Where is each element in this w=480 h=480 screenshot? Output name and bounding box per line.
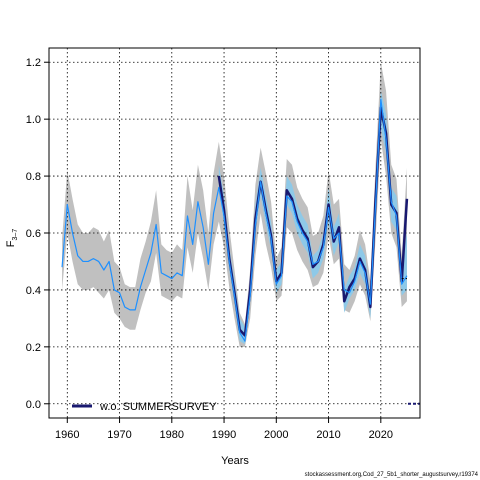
x-tick-label-1990: 1990	[212, 429, 236, 441]
base-series-line	[61, 98, 408, 342]
svg-text:F3–7: F3–7	[5, 229, 19, 248]
axes: 1960 1970 1980 1990 2000 2010 2020 0.0 0.2 0.4 0.6…	[26, 47, 421, 441]
footer-credit: stockassessment.org,Cod_27_5b1_shorter_a…	[305, 472, 479, 478]
y-tick-label-1.2: 1.2	[26, 57, 41, 69]
base-confidence-band	[62, 62, 407, 347]
x-tick-label-2020: 2020	[369, 429, 393, 441]
legend: w.o. SUMMERSURVEY	[72, 401, 217, 413]
y-axis-title-main: F	[5, 240, 17, 247]
y-axis-title: F3–7	[5, 229, 19, 248]
x-tick-label-1980: 1980	[160, 429, 184, 441]
y-tick-label-0: 0.0	[26, 399, 41, 411]
series-lines	[61, 98, 420, 405]
y-tick-label-0.2: 0.2	[26, 342, 41, 354]
y-tick-label-1: 1.0	[26, 114, 41, 126]
x-tick-label-2010: 2010	[316, 429, 340, 441]
x-axis-title: Years	[221, 455, 249, 467]
confidence-bands	[62, 62, 407, 347]
x-tick-label-1970: 1970	[107, 429, 131, 441]
x-tick-label-1960: 1960	[55, 429, 79, 441]
y-axis-title-subscript: 3–7	[12, 229, 19, 241]
grid-lines	[49, 48, 420, 418]
legend-label: w.o. SUMMERSURVEY	[99, 401, 217, 413]
y-tick-label-0.4: 0.4	[26, 285, 41, 297]
x-tick-label-2000: 2000	[264, 429, 288, 441]
y-tick-label-0.6: 0.6	[26, 228, 41, 240]
y-tick-label-0.8: 0.8	[26, 171, 41, 183]
